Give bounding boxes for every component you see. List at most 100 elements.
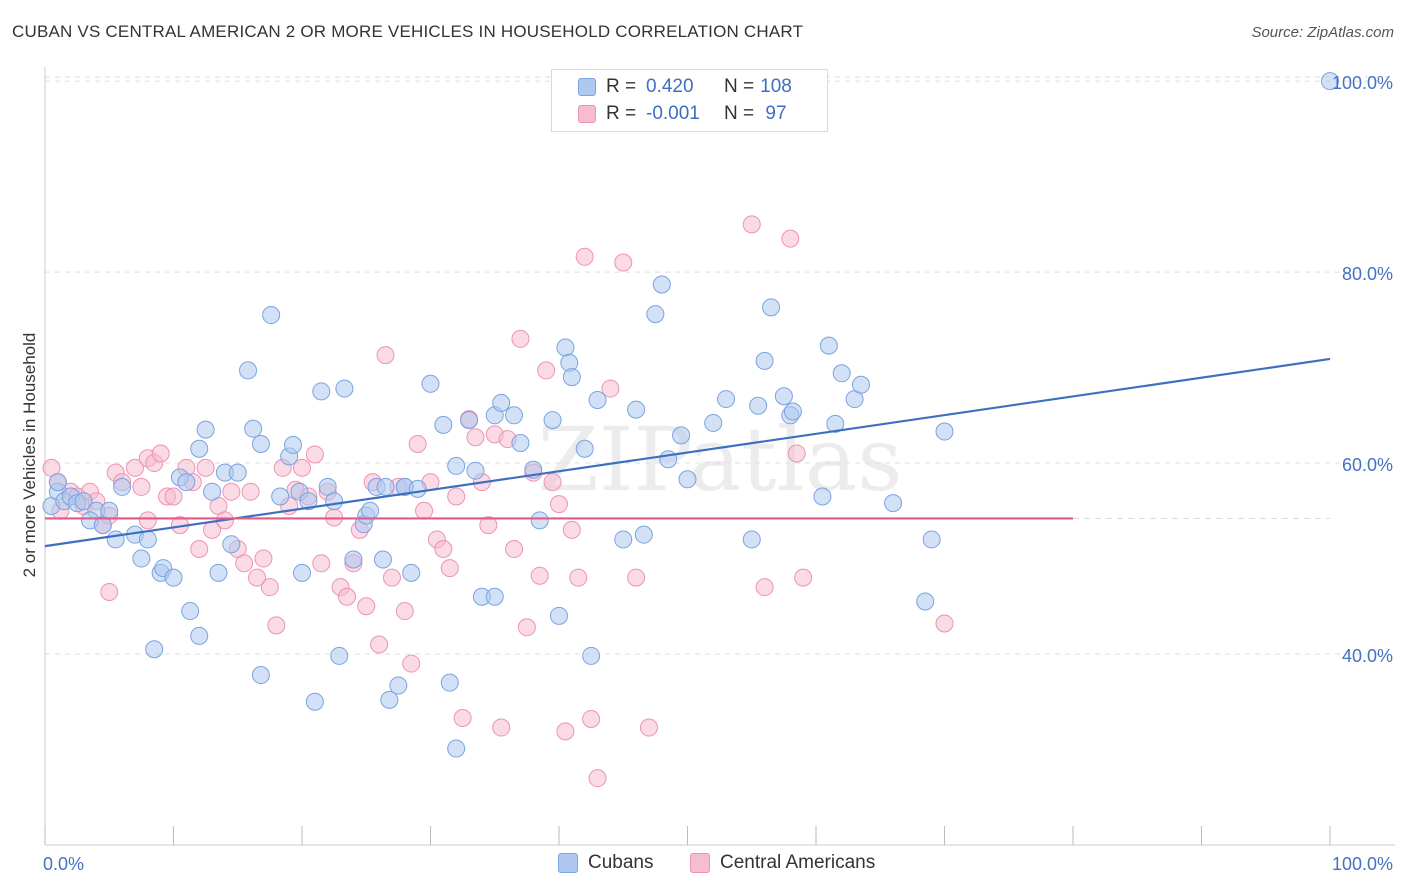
point-central-americans: [562, 520, 581, 539]
legend-r-value: -0.001: [646, 103, 700, 124]
point-cubans: [284, 435, 303, 454]
point-central-americans: [614, 253, 633, 272]
x-tick-label: 100.0%: [1332, 854, 1393, 874]
point-central-americans: [505, 539, 524, 558]
point-cubans: [228, 463, 247, 482]
point-cubans: [447, 739, 466, 758]
point-cubans: [305, 692, 324, 711]
point-cubans: [113, 477, 132, 496]
point-cubans: [749, 396, 768, 415]
point-central-americans: [794, 568, 813, 587]
point-central-americans: [588, 769, 607, 788]
y-tick-label: 100.0%: [1332, 73, 1393, 93]
point-central-americans: [337, 587, 356, 606]
point-central-americans: [376, 346, 395, 365]
point-central-americans: [639, 718, 658, 737]
point-central-americans: [382, 568, 401, 587]
point-cubans: [813, 487, 832, 506]
tick-labels: 40.0% 60.0% 80.0% 100.0% 0.0% 100.0%: [43, 73, 1393, 874]
point-cubans: [138, 530, 157, 549]
point-cubans: [783, 402, 802, 421]
point-cubans: [774, 387, 793, 406]
point-central-americans: [305, 445, 324, 464]
point-central-americans: [415, 501, 434, 520]
axes-layer: [44, 67, 1395, 846]
point-cubans: [550, 606, 568, 625]
point-central-americans: [248, 568, 267, 587]
point-cubans: [762, 298, 781, 317]
point-central-americans: [466, 428, 485, 447]
trend-line-cubans: [44, 357, 1331, 548]
point-central-americans: [164, 487, 183, 506]
point-central-americans: [517, 618, 536, 637]
legend-swatch-central-americans: [690, 853, 710, 873]
legend-row-central-americans: R = -0.001 N = 97: [578, 101, 796, 127]
chart-title: CUBAN VS CENTRAL AMERICAN 2 OR MORE VEHI…: [12, 22, 804, 41]
point-cubans: [819, 336, 838, 355]
point-cubans: [652, 275, 671, 294]
point-cubans: [447, 456, 466, 475]
point-cubans: [434, 415, 453, 434]
point-central-americans: [151, 444, 170, 463]
point-cubans: [145, 640, 164, 659]
point-central-americans: [190, 539, 209, 558]
legend-r-label: R =: [606, 76, 637, 97]
point-cubans: [74, 492, 93, 511]
point-cubans: [262, 306, 281, 325]
point-central-americans: [125, 458, 144, 477]
point-central-americans: [402, 654, 421, 673]
series-cubans: [42, 72, 1339, 758]
legend-item-central-americans[interactable]: Central Americans: [690, 852, 875, 874]
legend-r-label: R =: [606, 103, 637, 124]
y-tick-label: 40.0%: [1342, 646, 1393, 666]
point-cubans: [704, 413, 723, 432]
point-cubans: [1321, 72, 1339, 91]
point-central-americans: [550, 495, 568, 514]
point-cubans: [164, 568, 183, 587]
point-central-americans: [138, 511, 157, 530]
point-cubans: [271, 487, 290, 506]
point-central-americans: [787, 444, 806, 463]
legend-row-cubans: R = 0.420 N = 108: [578, 74, 796, 100]
point-cubans: [659, 450, 678, 469]
point-cubans: [614, 530, 633, 549]
y-axis-label: 2 or more Vehicles in Household: [20, 333, 39, 578]
point-cubans: [251, 434, 270, 453]
point-central-americans: [537, 361, 556, 380]
point-cubans: [344, 550, 363, 569]
point-cubans: [408, 479, 427, 498]
point-central-americans: [530, 566, 549, 585]
point-cubans: [181, 602, 200, 621]
legend-n-label: N =: [724, 103, 755, 124]
point-cubans: [485, 587, 504, 606]
point-central-americans: [447, 487, 466, 506]
point-central-americans: [479, 516, 498, 535]
point-cubans: [132, 549, 151, 568]
point-cubans: [935, 422, 954, 441]
point-cubans: [203, 482, 222, 501]
point-cubans: [460, 411, 479, 430]
point-cubans: [440, 673, 459, 692]
point-central-americans: [556, 722, 575, 741]
x-tick-label: 0.0%: [43, 854, 84, 874]
point-cubans: [634, 525, 653, 544]
point-cubans: [421, 374, 440, 393]
point-cubans: [293, 563, 311, 582]
y-tick-label: 80.0%: [1342, 264, 1393, 284]
point-central-americans: [260, 578, 279, 597]
y-tick-label: 60.0%: [1342, 455, 1393, 475]
point-cubans: [678, 470, 697, 489]
legend-label-central-americans: Central Americans: [720, 852, 876, 873]
legend-swatch-central-americans: [578, 105, 596, 123]
point-cubans: [922, 530, 941, 549]
point-cubans: [627, 400, 646, 419]
point-central-americans: [100, 582, 119, 601]
point-central-americans: [241, 482, 260, 501]
point-cubans: [511, 433, 530, 452]
legend-item-cubans[interactable]: Cubans: [558, 852, 654, 874]
point-central-americans: [254, 549, 273, 568]
point-central-americans: [569, 568, 588, 587]
point-cubans: [530, 511, 549, 530]
point-cubans: [575, 439, 594, 458]
